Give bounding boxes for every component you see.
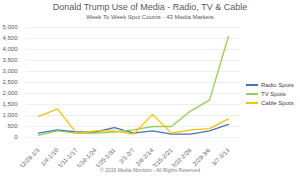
svg-text:12/28-1/3: 12/28-1/3 <box>18 147 41 167</box>
html-text:Radio Spots: Radio Spots <box>261 82 294 88</box>
svg-text:3/7-3/13: 3/7-3/13 <box>211 147 231 167</box>
svg-text:0: 0 <box>14 134 18 140</box>
svg-text:4,000: 4,000 <box>2 46 18 52</box>
svg-text:1/4-1/10: 1/4-1/10 <box>39 147 60 167</box>
svg-text:2/1-2/7: 2/1-2/7 <box>118 147 136 165</box>
svg-text:1,500: 1,500 <box>2 101 18 107</box>
html-text:Cable Spots: Cable Spots <box>261 100 294 106</box>
html-text:Donald Trump Use of Media - Ra: Donald Trump Use of Media - Radio, TV & … <box>52 2 248 12</box>
html-text:Week To Week Spot Counts - 43: Week To Week Spot Counts - 43 Media Mark… <box>86 14 214 20</box>
svg-text:3,500: 3,500 <box>2 57 18 63</box>
svg-text:2/8-2/14: 2/8-2/14 <box>134 147 155 167</box>
svg-text:500: 500 <box>7 123 18 129</box>
html-text:TV Spots: TV Spots <box>261 91 286 97</box>
svg-text:3,000: 3,000 <box>2 68 18 74</box>
svg-text:5,000: 5,000 <box>2 24 18 30</box>
svg-text:2/22-2/28: 2/22-2/28 <box>170 147 193 167</box>
svg-text:1,000: 1,000 <box>2 112 18 118</box>
svg-text:2,000: 2,000 <box>2 90 18 96</box>
svg-text:2,500: 2,500 <box>2 79 18 85</box>
html-text:© 2016 Media Monitors - All Ri: © 2016 Media Monitors - All Rights Reser… <box>100 167 200 173</box>
svg-text:2/29-3/6: 2/29-3/6 <box>192 147 212 167</box>
svg-text:1/25-1/31: 1/25-1/31 <box>94 147 117 167</box>
svg-text:4,500: 4,500 <box>2 35 18 41</box>
